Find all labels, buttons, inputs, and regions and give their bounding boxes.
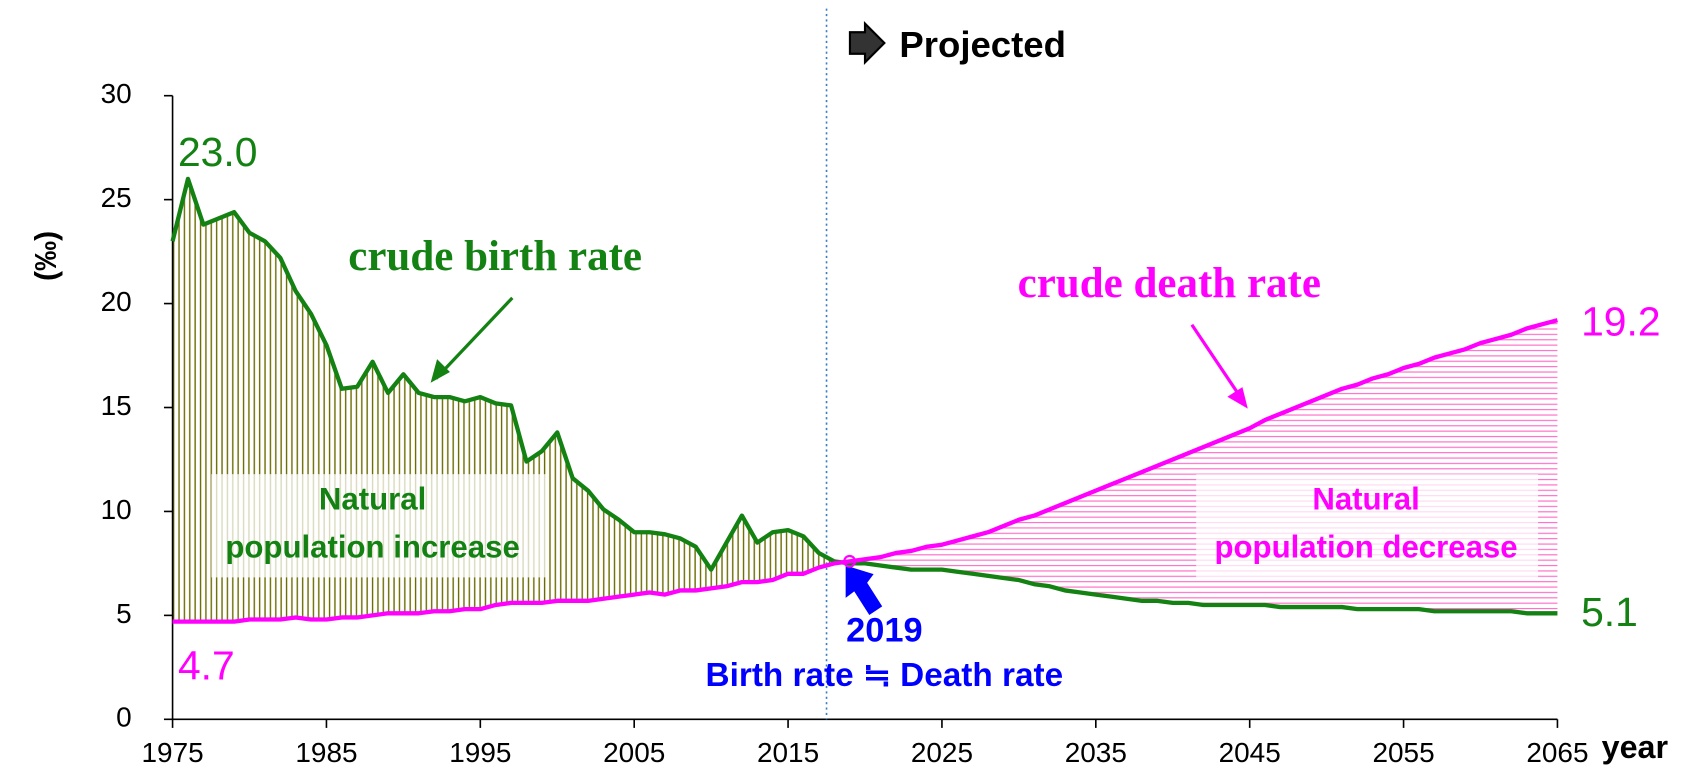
x-tick-label: 2005	[603, 737, 665, 768]
y-tick-label: 15	[101, 390, 132, 421]
data-label: 4.7	[178, 643, 235, 689]
crossing-note: Birth rate ≒ Death rate	[706, 657, 1064, 694]
data-label: 23.0	[178, 129, 258, 175]
y-tick-label: 30	[101, 78, 132, 109]
death-pointer	[1190, 323, 1244, 401]
crossing-year: 2019	[846, 611, 923, 649]
y-tick-label: 0	[116, 702, 132, 733]
crossing-arrow	[845, 565, 883, 616]
region-note: population decrease	[1214, 530, 1517, 565]
series-name: crude birth rate	[348, 233, 642, 280]
region-note: Natural	[1312, 481, 1419, 516]
x-tick-label: 1975	[141, 737, 203, 768]
crossing-marker	[843, 554, 857, 568]
y-tick-label: 20	[101, 286, 132, 317]
x-tick-label: 2055	[1372, 737, 1434, 768]
note-backdrop	[1196, 474, 1539, 578]
note-backdrop	[211, 474, 547, 578]
series-line	[170, 176, 1558, 616]
y-tick-label: 25	[101, 182, 132, 213]
data-label: 19.2	[1581, 298, 1661, 344]
series-name: crude death rate	[1018, 260, 1321, 307]
y-axis-label: (‰)	[30, 231, 63, 281]
death-pointer-head	[1227, 387, 1248, 409]
projection-label: Projected	[899, 24, 1066, 65]
x-axis-label: year	[1602, 729, 1669, 765]
x-tick-label: 2015	[757, 737, 819, 768]
x-tick-label: 2045	[1219, 737, 1281, 768]
x-tick-label: 2035	[1065, 737, 1127, 768]
projected-arrow-icon	[848, 21, 886, 65]
region-note: population increase	[225, 530, 519, 565]
region-note: Natural	[319, 481, 426, 516]
x-tick-label: 2065	[1526, 737, 1588, 768]
y-tick-label: 10	[101, 494, 132, 525]
x-tick-label: 2025	[911, 737, 973, 768]
x-tick-label: 1995	[449, 737, 511, 768]
data-label: 5.1	[1581, 589, 1638, 635]
birth-pointer-head	[430, 359, 450, 383]
x-tick-label: 1985	[295, 737, 357, 768]
y-tick-label: 5	[116, 598, 132, 629]
birth-pointer	[434, 296, 514, 380]
series-line	[172, 318, 1558, 624]
